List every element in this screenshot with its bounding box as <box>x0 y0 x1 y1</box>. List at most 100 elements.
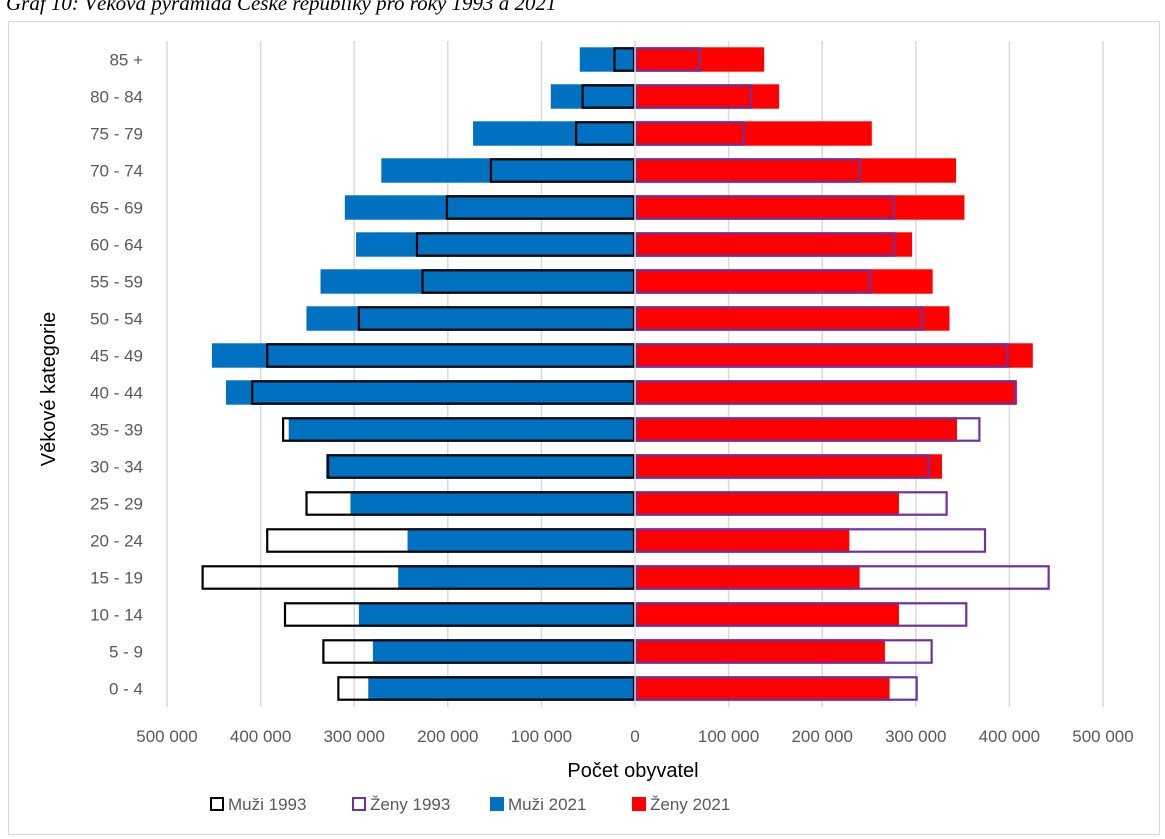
bar-muži-1993 <box>266 528 636 553</box>
axes: 500 000 400 000 300 000 200 000 100 000 0 100 … <box>90 41 1134 746</box>
x-tick-label: 0 <box>630 727 639 746</box>
bar-muži-2021 <box>372 639 635 664</box>
x-tick-label: 400 000 <box>230 727 291 746</box>
bar-muži-1993 <box>421 269 636 294</box>
bar-muži-1993 <box>445 195 636 220</box>
bar-ženy-2021 <box>635 158 957 183</box>
y-tick-label: 80 - 84 <box>90 88 143 107</box>
bar-ženy-1993 <box>634 84 753 109</box>
bar-muži-2021 <box>579 47 635 72</box>
bar-muži-2021 <box>407 528 635 553</box>
x-tick-label: 500 000 <box>1072 727 1133 746</box>
bar-ženy-1993 <box>634 639 933 664</box>
y-tick-label: 70 - 74 <box>90 162 143 181</box>
bar-muži-2021 <box>473 121 635 146</box>
bar-muži-2021 <box>306 306 635 331</box>
bar-muži-1993 <box>574 121 636 146</box>
bar-ženy-2021 <box>635 454 943 479</box>
legend-swatch-muži-1993 <box>210 797 224 811</box>
x-tick-label: 400 000 <box>979 727 1040 746</box>
legend-swatch-muži-2021 <box>490 797 504 811</box>
bar-muži-1993 <box>337 676 636 701</box>
legend-label-muži-2021: Muži 2021 <box>508 795 586 814</box>
y-tick-label: 45 - 49 <box>90 347 143 366</box>
y-tick-label: 85 + <box>109 51 143 70</box>
legend-swatch-ženy-2021 <box>632 797 646 811</box>
bar-muži-1993 <box>613 47 636 72</box>
bar-ženy-1993 <box>634 676 918 701</box>
bar-muži-1993 <box>266 343 636 368</box>
y-tick-label: 10 - 14 <box>90 606 143 625</box>
legend-swatch-ženy-1993 <box>352 797 366 811</box>
bar-muži-2021 <box>320 269 635 294</box>
y-tick-label: 25 - 29 <box>90 495 143 514</box>
y-tick-label: 35 - 39 <box>90 421 143 440</box>
legend-label-ženy-1993: Ženy 1993 <box>370 795 450 814</box>
x-tick-label: 100 000 <box>698 727 759 746</box>
bar-ženy-2021 <box>635 232 913 257</box>
bar-ženy-1993 <box>634 380 1017 405</box>
x-tick-label: 200 000 <box>791 727 852 746</box>
y-tick-label: 50 - 54 <box>90 310 143 329</box>
bar-ženy-1993 <box>634 306 924 331</box>
bar-ženy-1993 <box>634 158 861 183</box>
bar-ženy-1993 <box>634 528 987 553</box>
chart-area: 500 000 400 000 300 000 200 000 100 000 0 100 … <box>8 21 1160 835</box>
bar-muži-2021 <box>344 195 635 220</box>
bar-muži-2021 <box>550 84 635 109</box>
bar-muži-1993 <box>201 565 636 590</box>
bar-ženy-2021 <box>635 417 957 442</box>
bar-muži-1993 <box>357 306 636 331</box>
bar-muži-1993 <box>282 417 636 442</box>
bar-muži-1993 <box>283 602 636 627</box>
x-axis-title: Počet obyvatel <box>567 760 698 782</box>
y-tick-label: 20 - 24 <box>90 532 143 551</box>
bar-ženy-1993 <box>634 47 701 72</box>
y-axis-title: Věkové kategorie <box>38 312 60 467</box>
bar-muži-2021 <box>288 417 635 442</box>
legend-label-ženy-2021: Ženy 2021 <box>650 795 730 814</box>
bar-ženy-1993 <box>634 565 1050 590</box>
bar-ženy-2021 <box>635 121 872 146</box>
y-tick-label: 55 - 59 <box>90 273 143 292</box>
bar-muži-2021 <box>368 676 635 701</box>
bar-ženy-2021 <box>635 528 850 553</box>
bar-ženy-2021 <box>635 565 860 590</box>
x-tick-label: 100 000 <box>511 727 572 746</box>
y-tick-label: 60 - 64 <box>90 236 143 255</box>
gridlines <box>166 41 1104 707</box>
bar-muži-2021 <box>356 232 635 257</box>
y-tick-label: 65 - 69 <box>90 199 143 218</box>
bar-ženy-2021 <box>635 195 965 220</box>
bar-muži-1993 <box>326 454 636 479</box>
bar-ženy-1993 <box>634 269 871 294</box>
bar-muži-1993 <box>581 84 636 109</box>
bar-muži-2021 <box>225 380 635 405</box>
bar-muži-2021 <box>398 565 635 590</box>
bar-ženy-2021 <box>635 602 899 627</box>
bar-muži-2021 <box>350 491 635 516</box>
y-tick-label: 75 - 79 <box>90 125 143 144</box>
bar-muži-1993 <box>489 158 636 183</box>
bar-muži-2021 <box>381 158 635 183</box>
x-tick-label: 500 000 <box>136 727 197 746</box>
bar-muži-1993 <box>322 639 636 664</box>
bar-muži-2021 <box>211 343 636 368</box>
bar-muži-2021 <box>326 454 635 479</box>
bar-ženy-2021 <box>635 269 933 294</box>
x-tick-label: 200 000 <box>417 727 478 746</box>
bar-ženy-1993 <box>634 121 745 146</box>
bar-ženy-1993 <box>634 195 895 220</box>
y-tick-label: 0 - 4 <box>109 680 143 699</box>
bar-ženy-2021 <box>635 676 890 701</box>
bar-ženy-2021 <box>635 84 780 109</box>
bar-ženy-1993 <box>634 602 968 627</box>
legend-label-muži-1993: Muži 1993 <box>228 795 306 814</box>
x-tick-label: 300 000 <box>323 727 384 746</box>
y-tick-label: 5 - 9 <box>109 643 143 662</box>
bar-ženy-2021 <box>635 491 899 516</box>
bar-ženy-2021 <box>635 639 885 664</box>
bar-ženy-2021 <box>635 343 1033 368</box>
y-tick-label: 15 - 19 <box>90 569 143 588</box>
bar-muži-2021 <box>358 602 635 627</box>
